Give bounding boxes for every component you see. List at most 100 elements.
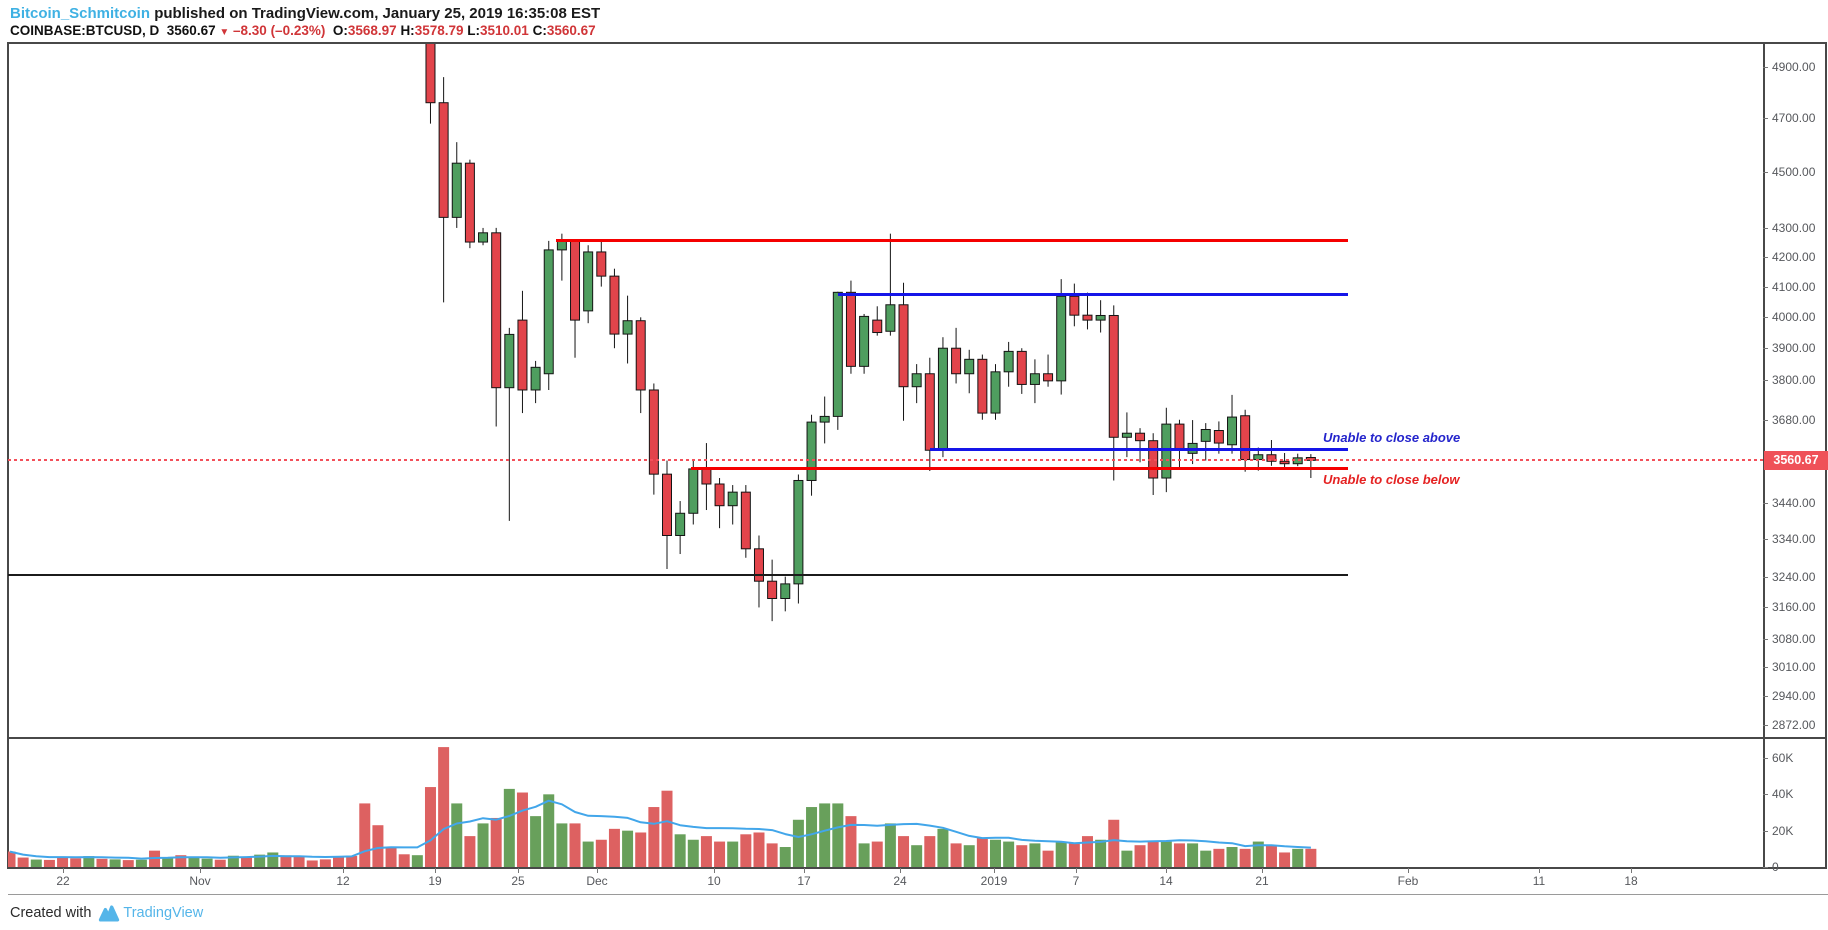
candle-body [583, 251, 594, 312]
price-tick-mark [1763, 725, 1768, 727]
volume-bar [871, 841, 883, 867]
volume-bar [569, 823, 581, 867]
candle-body [885, 304, 896, 332]
volume-bar [214, 859, 226, 867]
support-line-3536[interactable] [691, 467, 1348, 470]
volume-bar [1042, 850, 1054, 867]
candle-body [898, 304, 909, 388]
price-tick-mark [1763, 256, 1768, 258]
candle-body [819, 415, 830, 423]
candle-body [1082, 314, 1093, 321]
candle-body [530, 366, 541, 391]
author-link[interactable]: Bitcoin_Schmitcoin [10, 5, 151, 22]
time-tick-mark [1076, 868, 1077, 873]
candle-body [1200, 428, 1211, 442]
candle-body [1213, 430, 1224, 444]
volume-bar [556, 823, 568, 867]
support-line-3593[interactable] [930, 447, 1348, 451]
volume-bar [346, 855, 358, 867]
tradingview-link[interactable]: TradingView [123, 905, 204, 921]
volume-bar [398, 854, 410, 867]
candle-body [635, 320, 646, 391]
candle-body [806, 421, 817, 481]
time-tick-label: 17 [797, 874, 811, 888]
volume-bar [503, 788, 515, 867]
volume-tick-mark [1763, 794, 1768, 796]
volume-bar [293, 856, 305, 867]
volume-bar [530, 816, 542, 867]
time-tick-label: 19 [428, 874, 442, 888]
annotation-unable-close-above[interactable]: Unable to close above [1323, 430, 1461, 445]
volume-bar [1121, 850, 1133, 867]
volume-bar [595, 839, 607, 867]
time-tick-mark [1408, 868, 1409, 873]
current-price-tag: 3560.67 [1764, 450, 1828, 470]
pane-divider[interactable] [8, 737, 1827, 739]
price-tick-mark [1763, 118, 1768, 120]
time-tick-label: 21 [1255, 874, 1269, 888]
time-tick-label: 2019 [980, 874, 1008, 888]
time-tick-label: Dec [586, 874, 608, 888]
volume-bar [766, 843, 778, 867]
price-tick-mark [1763, 502, 1768, 504]
volume-bar [1279, 852, 1291, 867]
footer: Created with TradingView [10, 901, 203, 925]
time-axis-bottom-line [8, 894, 1828, 895]
candle-body [1069, 295, 1080, 316]
annotation-unable-close-below[interactable]: Unable to close below [1323, 472, 1460, 487]
candle-body [1240, 415, 1251, 461]
volume-bar [648, 807, 660, 867]
volume-bar [1055, 841, 1067, 867]
volume-bar [96, 858, 108, 867]
price-tick-label: 3680.00 [1772, 412, 1816, 427]
price-tick-mark [1763, 67, 1768, 68]
candle-body [740, 491, 751, 550]
resistance-line-4250[interactable] [556, 239, 1348, 242]
candle-body [1227, 416, 1238, 446]
price-tick-label: 2940.00 [1772, 689, 1816, 704]
price-tick-mark [1763, 639, 1768, 641]
resistance-line-4074[interactable] [838, 292, 1348, 296]
time-tick-mark [714, 868, 715, 873]
volume-tick-label: 0 [1772, 860, 1779, 874]
price-tick-mark [1763, 576, 1768, 578]
volume-bar [1305, 848, 1317, 867]
volume-bar [1239, 848, 1251, 867]
volume-tick-label: 60K [1772, 750, 1794, 765]
price-pane[interactable] [8, 44, 1763, 737]
price-tick-label: 2872.00 [1772, 718, 1816, 733]
candle-body [622, 320, 633, 335]
candle-body [1279, 460, 1290, 465]
volume-bar [135, 859, 147, 867]
chart-border-bottom [8, 867, 1827, 869]
time-tick-label: 7 [1072, 874, 1080, 888]
candle-body [793, 479, 804, 585]
candle-body [753, 548, 764, 582]
price-tick-mark [1763, 607, 1768, 609]
candle-body [570, 240, 581, 321]
candle-body [451, 162, 462, 218]
candle-body [951, 347, 962, 375]
volume-bar [57, 857, 69, 867]
candle-body [1108, 314, 1119, 438]
candle-body [478, 232, 489, 243]
price-tick-mark [1763, 348, 1768, 350]
price-tick-mark [1763, 539, 1768, 541]
time-tick-label: 10 [707, 874, 721, 888]
volume-bar [727, 841, 739, 867]
volume-bar [175, 855, 187, 867]
time-tick-mark [1539, 868, 1540, 873]
time-tick-mark [63, 868, 64, 873]
volume-pane[interactable] [8, 739, 1763, 867]
volume-bar [1187, 843, 1199, 867]
volume-bar [937, 828, 949, 867]
volume-bar [687, 839, 699, 867]
support-line-3240[interactable] [8, 574, 1348, 576]
symbol-title: COINBASE:BTCUSD, D [10, 23, 160, 38]
candle-body [517, 319, 528, 391]
volume-bar [438, 747, 450, 867]
price-tick-label: 3800.00 [1772, 373, 1816, 388]
price-change: –8.30 (–0.23%) [233, 23, 326, 38]
close-value: 3560.67 [546, 23, 596, 38]
candle-body [504, 333, 515, 389]
